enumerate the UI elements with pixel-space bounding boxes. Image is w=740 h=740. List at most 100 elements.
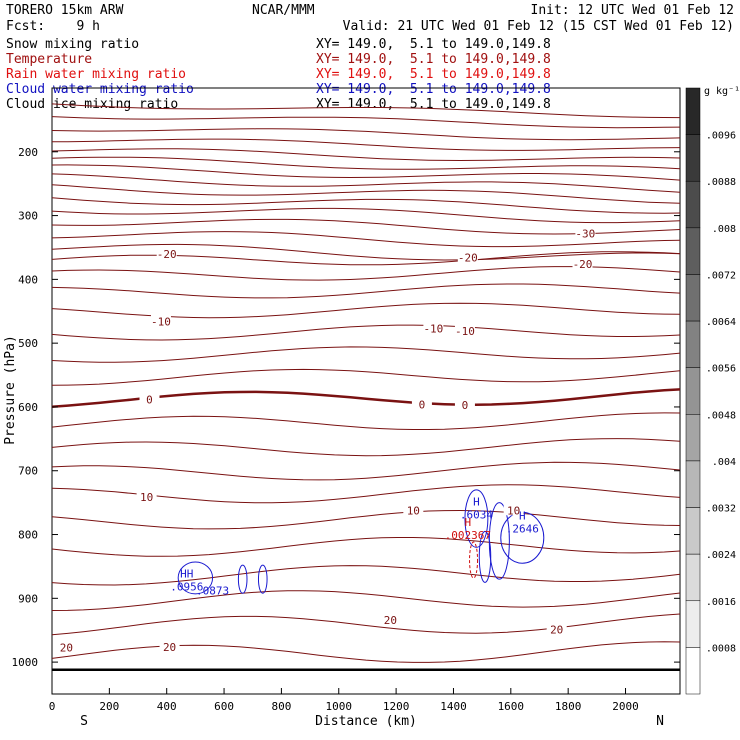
isotherm: [51, 207, 681, 224]
isotherm: [51, 116, 681, 129]
colorbar-tick-label: .0016: [706, 597, 736, 608]
contour-label-bg: [546, 622, 567, 635]
isotherm: [51, 148, 681, 162]
field-name-cloud-ice: Cloud ice mixing ratio: [6, 97, 178, 112]
isotherm: [51, 302, 681, 319]
colorbar-tick-label: .004: [712, 457, 736, 468]
contour-label-bg: [503, 503, 524, 516]
contour-label: 20: [384, 614, 397, 627]
field-xy-cloud-ice: XY= 149.0, 5.1 to 149.0,149.8: [316, 97, 551, 112]
isotherm: [51, 484, 681, 504]
isotherm: [51, 138, 681, 151]
x-tick-label: 0: [49, 700, 56, 713]
plot-frame: [51, 87, 681, 695]
y-tick-label: 300: [18, 210, 38, 223]
isotherm: [51, 565, 681, 586]
maximum-value: .0873: [196, 585, 229, 598]
contour-label-bg: [380, 613, 401, 626]
isotherm: [51, 438, 681, 457]
isotherm: [51, 184, 681, 204]
cloud-water-contour: [464, 489, 489, 548]
colorbar-bin: [685, 507, 701, 555]
colorbar-bin: [685, 367, 701, 415]
field-name-temperature: Temperature: [6, 52, 92, 67]
contour-label: -20: [458, 252, 478, 265]
isotherm: [51, 412, 681, 430]
isotherm: [51, 368, 681, 386]
field-xy-snow: XY= 149.0, 5.1 to 149.0,149.8: [316, 37, 551, 52]
contour-label-bg: [156, 246, 177, 259]
colorbar-bin: [685, 600, 701, 648]
isotherm: [51, 218, 681, 235]
contour-label: -20: [157, 248, 177, 261]
colorbar-bin: [685, 320, 701, 368]
y-tick-label: 700: [18, 465, 38, 478]
colorbar-tick-label: .0056: [706, 364, 736, 375]
contour-label: 10: [140, 491, 153, 504]
contour-label: 20: [163, 641, 176, 654]
cloud-water-contour: [478, 530, 492, 583]
colorbar-bin: [685, 460, 701, 508]
colorbar-tick-label: .0072: [706, 270, 736, 281]
isotherm: [51, 251, 681, 266]
x-end-label-north: N: [656, 714, 664, 729]
colorbar-unit: g kg⁻¹: [704, 86, 740, 97]
contour-label: 10: [507, 504, 520, 517]
contour-label: -20: [573, 258, 593, 271]
contour-label-bg: [56, 640, 77, 653]
field-legend: Snow mixing ratio XY= 149.0, 5.1 to 149.…: [6, 37, 551, 112]
field-name-cloud-water: Cloud water mixing ratio: [6, 82, 194, 97]
x-tick-label: 1000: [326, 700, 353, 713]
isotherm: [51, 197, 681, 214]
y-axis-title: Pressure (hPa): [3, 335, 18, 445]
y-tick-label: 800: [18, 529, 38, 542]
y-tick-label: 1000: [12, 656, 39, 669]
maximum-value: .6034: [460, 509, 493, 522]
isotherm: [51, 156, 681, 170]
cloud-water-contour: [237, 564, 248, 594]
y-tick-label: 600: [18, 401, 38, 414]
contour-label-bg: [139, 392, 160, 405]
colorbar-bin: [685, 553, 701, 602]
contour-label-bg: [423, 321, 444, 334]
y-tick-label: 400: [18, 273, 38, 286]
contour-label: 0: [146, 393, 153, 406]
contour-label-bg: [454, 398, 475, 411]
contour-label: -10: [151, 315, 171, 328]
forecast-hour: Fcst: 9 h: [6, 19, 100, 34]
isotherm: [51, 173, 681, 193]
contour-label: 20: [60, 641, 73, 654]
maximum-mark: HH: [180, 568, 193, 581]
center-label: NCAR/MMM: [252, 3, 315, 18]
isotherm: [51, 243, 681, 261]
maximum-mark: H: [464, 516, 471, 529]
colorbar-tick-label: .0064: [706, 317, 736, 328]
contour-label: 0: [462, 399, 469, 412]
isotherm: [51, 590, 681, 611]
contour-label: -10: [423, 322, 443, 335]
colorbar-bin: [685, 180, 701, 229]
x-tick-label: 400: [157, 700, 177, 713]
colorbar-bin: [685, 274, 701, 322]
maximum-mark: H: [473, 496, 480, 509]
contour-label-bg: [150, 314, 171, 327]
x-tick-label: 600: [214, 700, 234, 713]
maximum-mark: H: [519, 510, 526, 523]
rain-water-contour: [469, 541, 479, 579]
isotherm: [51, 164, 681, 181]
field-name-rain: Rain water mixing ratio: [6, 67, 186, 82]
x-tick-label: 200: [99, 700, 119, 713]
y-tick-label: 200: [18, 146, 38, 159]
x-tick-label: 2000: [612, 700, 639, 713]
x-tick-label: 1800: [555, 700, 582, 713]
isotherm: [51, 461, 681, 481]
colorbar-bin: [685, 87, 701, 135]
model-title: TORERO 15km ARW: [6, 3, 124, 18]
isotherm: [51, 103, 681, 119]
maximum-value: .0956: [170, 581, 203, 594]
contour-label: -30: [575, 227, 595, 240]
contour-label-bg: [136, 489, 157, 502]
x-end-label-south: S: [80, 714, 88, 729]
